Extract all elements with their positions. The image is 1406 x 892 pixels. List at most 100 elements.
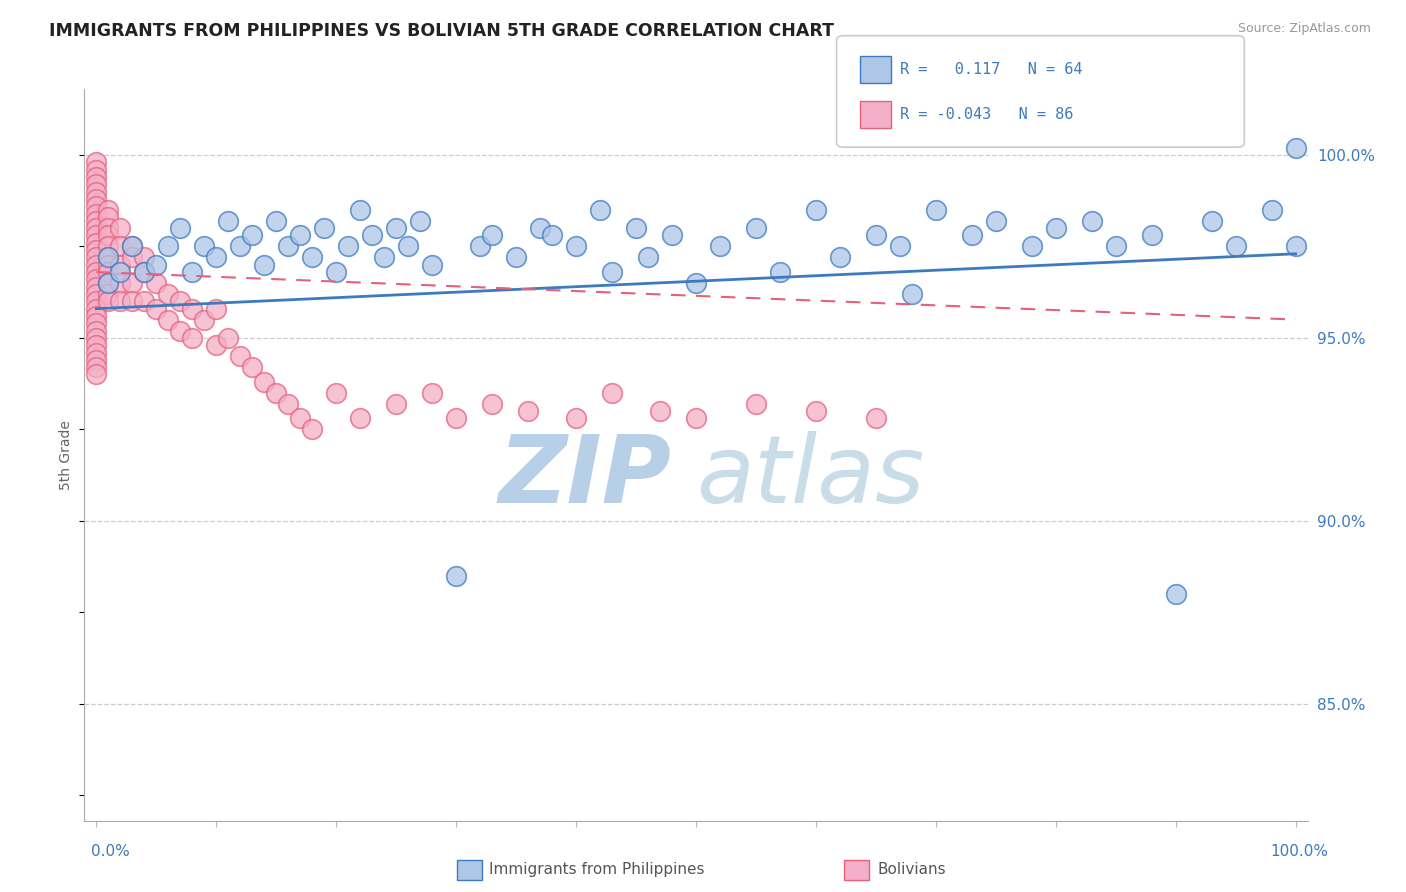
Point bbox=[709, 239, 731, 253]
Point bbox=[217, 331, 239, 345]
Point bbox=[86, 206, 108, 220]
Point bbox=[86, 287, 108, 301]
Point bbox=[121, 294, 143, 309]
Y-axis label: 5th Grade: 5th Grade bbox=[59, 420, 73, 490]
Point bbox=[745, 397, 768, 411]
Point bbox=[661, 228, 683, 243]
Point bbox=[373, 251, 395, 265]
Point bbox=[865, 228, 887, 243]
Point bbox=[97, 287, 120, 301]
Point bbox=[600, 385, 623, 400]
Point bbox=[134, 251, 156, 265]
Point bbox=[97, 276, 120, 290]
Point bbox=[97, 210, 120, 224]
Point bbox=[97, 239, 120, 253]
Point bbox=[229, 349, 252, 363]
Point bbox=[565, 239, 588, 253]
Point bbox=[86, 155, 108, 169]
Point bbox=[925, 202, 948, 217]
Point bbox=[86, 185, 108, 199]
Text: atlas: atlas bbox=[696, 432, 924, 523]
Point bbox=[481, 228, 503, 243]
Point bbox=[229, 239, 252, 253]
Point bbox=[86, 279, 108, 293]
Point bbox=[600, 265, 623, 279]
Point bbox=[97, 258, 120, 272]
Point bbox=[804, 404, 827, 418]
Text: R =   0.117   N = 64: R = 0.117 N = 64 bbox=[900, 62, 1083, 77]
Point bbox=[110, 239, 132, 253]
Point bbox=[86, 235, 108, 250]
Point bbox=[385, 221, 408, 235]
Point bbox=[86, 272, 108, 286]
Point bbox=[169, 324, 191, 338]
Point bbox=[481, 397, 503, 411]
Point bbox=[134, 265, 156, 279]
Point bbox=[86, 301, 108, 316]
Point bbox=[86, 169, 108, 184]
Point bbox=[205, 301, 228, 316]
Point bbox=[290, 228, 312, 243]
Point bbox=[97, 276, 120, 290]
Point bbox=[86, 265, 108, 279]
Point bbox=[804, 202, 827, 217]
Point bbox=[1284, 141, 1306, 155]
Point bbox=[361, 228, 384, 243]
Text: 100.0%: 100.0% bbox=[1271, 845, 1329, 859]
Point bbox=[86, 192, 108, 206]
Point bbox=[253, 375, 276, 389]
Point bbox=[637, 251, 659, 265]
Point bbox=[264, 214, 287, 228]
Point bbox=[121, 239, 143, 253]
Point bbox=[349, 202, 371, 217]
Point bbox=[420, 258, 443, 272]
Point bbox=[301, 251, 323, 265]
Point bbox=[145, 301, 167, 316]
Point bbox=[468, 239, 491, 253]
Point bbox=[121, 276, 143, 290]
Point bbox=[110, 265, 132, 279]
Text: Immigrants from Philippines: Immigrants from Philippines bbox=[489, 863, 704, 877]
Point bbox=[1021, 239, 1043, 253]
Point bbox=[889, 239, 911, 253]
Point bbox=[97, 294, 120, 309]
Point bbox=[86, 316, 108, 330]
Point bbox=[1201, 214, 1223, 228]
Point bbox=[624, 221, 647, 235]
Point bbox=[86, 368, 108, 382]
Point bbox=[110, 294, 132, 309]
Point bbox=[828, 251, 851, 265]
Point bbox=[325, 265, 347, 279]
Point bbox=[157, 312, 180, 326]
Point bbox=[86, 178, 108, 192]
Point bbox=[97, 251, 120, 265]
Point bbox=[86, 228, 108, 243]
Point bbox=[86, 214, 108, 228]
Point bbox=[420, 385, 443, 400]
Point bbox=[444, 411, 467, 425]
Point bbox=[349, 411, 371, 425]
Point bbox=[1225, 239, 1247, 253]
Point bbox=[157, 239, 180, 253]
Point bbox=[86, 199, 108, 213]
Point bbox=[205, 251, 228, 265]
Point bbox=[157, 287, 180, 301]
Point bbox=[110, 221, 132, 235]
Point bbox=[1045, 221, 1067, 235]
Point bbox=[1164, 587, 1187, 601]
Point bbox=[110, 276, 132, 290]
Point bbox=[529, 221, 551, 235]
Point bbox=[193, 312, 215, 326]
Point bbox=[240, 228, 263, 243]
Point bbox=[134, 265, 156, 279]
Point bbox=[277, 239, 299, 253]
Point bbox=[589, 202, 612, 217]
Point bbox=[1080, 214, 1102, 228]
Point bbox=[565, 411, 588, 425]
Point bbox=[901, 287, 924, 301]
Point bbox=[181, 331, 204, 345]
Point bbox=[110, 258, 132, 272]
Text: IMMIGRANTS FROM PHILIPPINES VS BOLIVIAN 5TH GRADE CORRELATION CHART: IMMIGRANTS FROM PHILIPPINES VS BOLIVIAN … bbox=[49, 22, 834, 40]
Point bbox=[121, 239, 143, 253]
Point bbox=[517, 404, 540, 418]
